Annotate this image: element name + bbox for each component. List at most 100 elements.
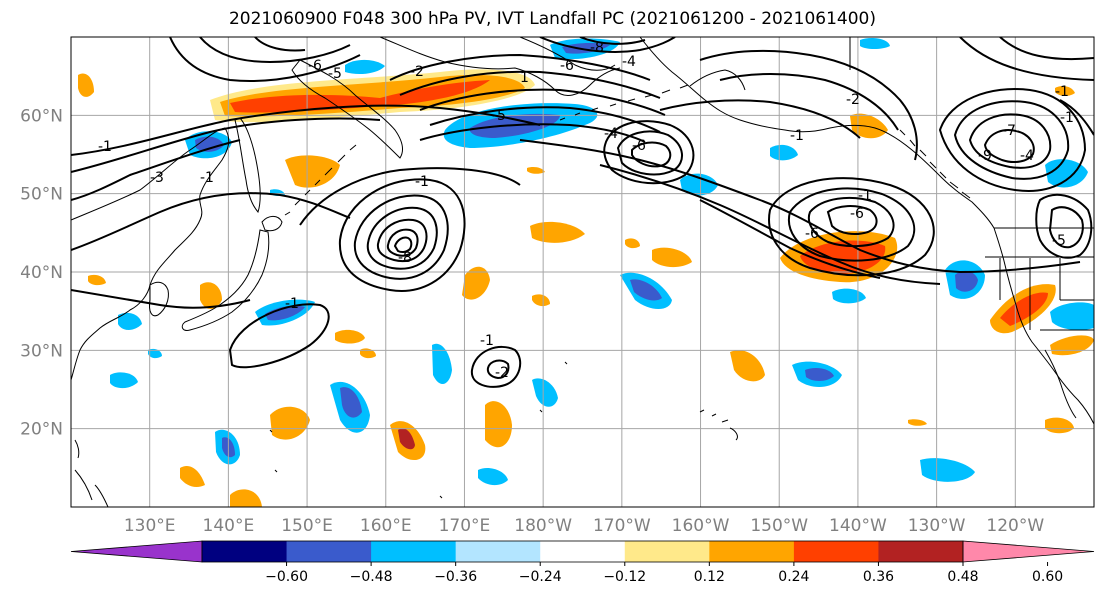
shade-neg-150w-core	[805, 368, 834, 381]
contour-label: -6	[308, 58, 322, 74]
coast-chukotka	[519, 37, 616, 71]
contour-bering-1	[389, 53, 651, 81]
contour-northwest-1	[71, 104, 541, 156]
coast-alaska-panhandle	[899, 129, 971, 199]
coast-aleutians	[559, 84, 689, 121]
shade-neg-california-off	[1050, 302, 1094, 330]
contour-west-us-5	[1059, 99, 1094, 136]
colorbar-segment	[202, 541, 288, 562]
longitude-label: 140°E	[203, 516, 255, 536]
shade-pos-small-7	[88, 274, 106, 286]
coast-alaska	[639, 37, 995, 229]
contour-label: -8	[398, 250, 412, 266]
colorbar-tick-label: −0.24	[519, 569, 562, 585]
contour-north-2	[199, 37, 351, 64]
longitude-label: 180°W	[514, 516, 572, 536]
shade-pos-bottom-1	[230, 489, 262, 507]
colorbar-segment	[455, 541, 541, 562]
contour-label: -1	[790, 128, 804, 144]
contour-label: -1	[200, 170, 214, 186]
latitude-label: 40°N	[20, 263, 63, 283]
contour-north-3	[254, 37, 306, 52]
shade-pos-small-4	[78, 73, 94, 97]
coast-asia-mainland	[71, 127, 230, 381]
coast-kamchatka	[291, 59, 403, 159]
longitude-label: 140°W	[829, 516, 887, 536]
contour-label: -1	[1060, 110, 1074, 126]
longitude-label: 160°E	[360, 516, 412, 536]
colorbar-tick-label: 0.36	[863, 569, 894, 585]
contour-label: -9	[978, 148, 992, 164]
contour-label: 1	[520, 70, 529, 86]
contour-japan-south	[71, 289, 251, 309]
latitude-label: 50°N	[20, 185, 63, 205]
contour-gulf-wide-1	[519, 139, 1081, 274]
shade-neg-155e-core	[340, 387, 362, 418]
contour-label: -7	[1002, 123, 1016, 139]
contour-label: -6	[632, 138, 646, 154]
coast-alaska-pen	[689, 69, 746, 91]
colorbar-segment	[709, 541, 795, 562]
contour-gulf-wide-3	[699, 199, 881, 279]
contour-gulf-north-3	[659, 99, 861, 139]
contour-northwest-2	[71, 117, 381, 173]
contour-label: -5	[328, 66, 342, 82]
shade-neg-130e	[118, 312, 142, 330]
positive-shading	[78, 69, 1094, 507]
shade-pos-gulf-alaska-core	[800, 240, 886, 275]
contour-label: -6	[850, 206, 864, 222]
shade-pos-subtrop-1-core	[398, 428, 415, 450]
coast-bc	[993, 227, 1094, 425]
contour-gulf-north-1	[699, 49, 918, 161]
longitude-label: 130°W	[908, 516, 966, 536]
shade-pos-small-5	[527, 167, 545, 174]
contour-canada-ring-3	[968, 113, 1052, 169]
shade-neg-125e	[110, 372, 138, 389]
colorbar-tick-label: 0.24	[778, 569, 809, 585]
shade-neg-kamchatka-w-core	[195, 136, 224, 152]
contour-west-us-1	[1035, 193, 1093, 259]
latitude-label: 20°N	[20, 420, 63, 440]
coast-kurils	[284, 144, 357, 216]
shade-pos-small-8	[908, 419, 927, 426]
contour-label: -1	[98, 139, 112, 155]
contour-canada-ring-1	[938, 88, 1087, 192]
contour-closed-170e-inner	[486, 359, 510, 380]
contour-west-us-3	[999, 37, 1094, 61]
contour-west-us-2	[1048, 206, 1084, 249]
shade-pos-california-core	[1000, 292, 1048, 326]
contour-label: -6	[560, 58, 574, 74]
contour-northwest-3	[71, 139, 241, 201]
shade-pos-dateline-1	[530, 221, 585, 243]
shade-neg-bc	[1045, 159, 1088, 188]
colorbar-tick-label: −0.48	[350, 569, 393, 585]
contour-alaska-ring-1	[603, 120, 695, 185]
shade-neg-japan-core	[265, 305, 305, 321]
contour-bering-3	[419, 88, 666, 116]
coast-taiwan	[74, 439, 80, 459]
coast-us-states	[999, 258, 1094, 331]
longitude-label: 120°W	[986, 516, 1044, 536]
contour-japan-ring-1	[338, 178, 466, 292]
colorbar-tick-label: 0.60	[1032, 569, 1063, 585]
colorbar-tick-label: −0.12	[603, 569, 646, 585]
contour-label: -8	[590, 40, 604, 56]
colorbar-segment	[793, 541, 879, 562]
shade-pos-small-1	[532, 294, 550, 307]
shade-pos-subtrop-4	[730, 350, 765, 382]
colorbar-frame	[201, 540, 964, 563]
coast-baja	[1044, 349, 1077, 419]
shade-pos-dateline-2	[652, 247, 692, 268]
shade-pos-japan-sea	[285, 155, 340, 188]
contour-canada-ring-2	[953, 100, 1070, 180]
map-area: -1 -3 -1 -1 -6 -5 -2 1 -5 -6 -8 -4 -4 -6…	[71, 37, 1094, 507]
longitude-label: 130°E	[124, 516, 176, 536]
coast-philippines	[74, 469, 109, 507]
contour-labels: -1 -3 -1 -1 -6 -5 -2 1 -5 -6 -8 -4 -4 -6…	[98, 40, 1074, 381]
coast-russia-ne	[379, 37, 621, 96]
negative-shading	[110, 38, 1094, 486]
coast-hawaii	[699, 409, 738, 441]
colorbar-extend-low	[70, 540, 203, 563]
contour-japan-outer	[299, 167, 521, 226]
